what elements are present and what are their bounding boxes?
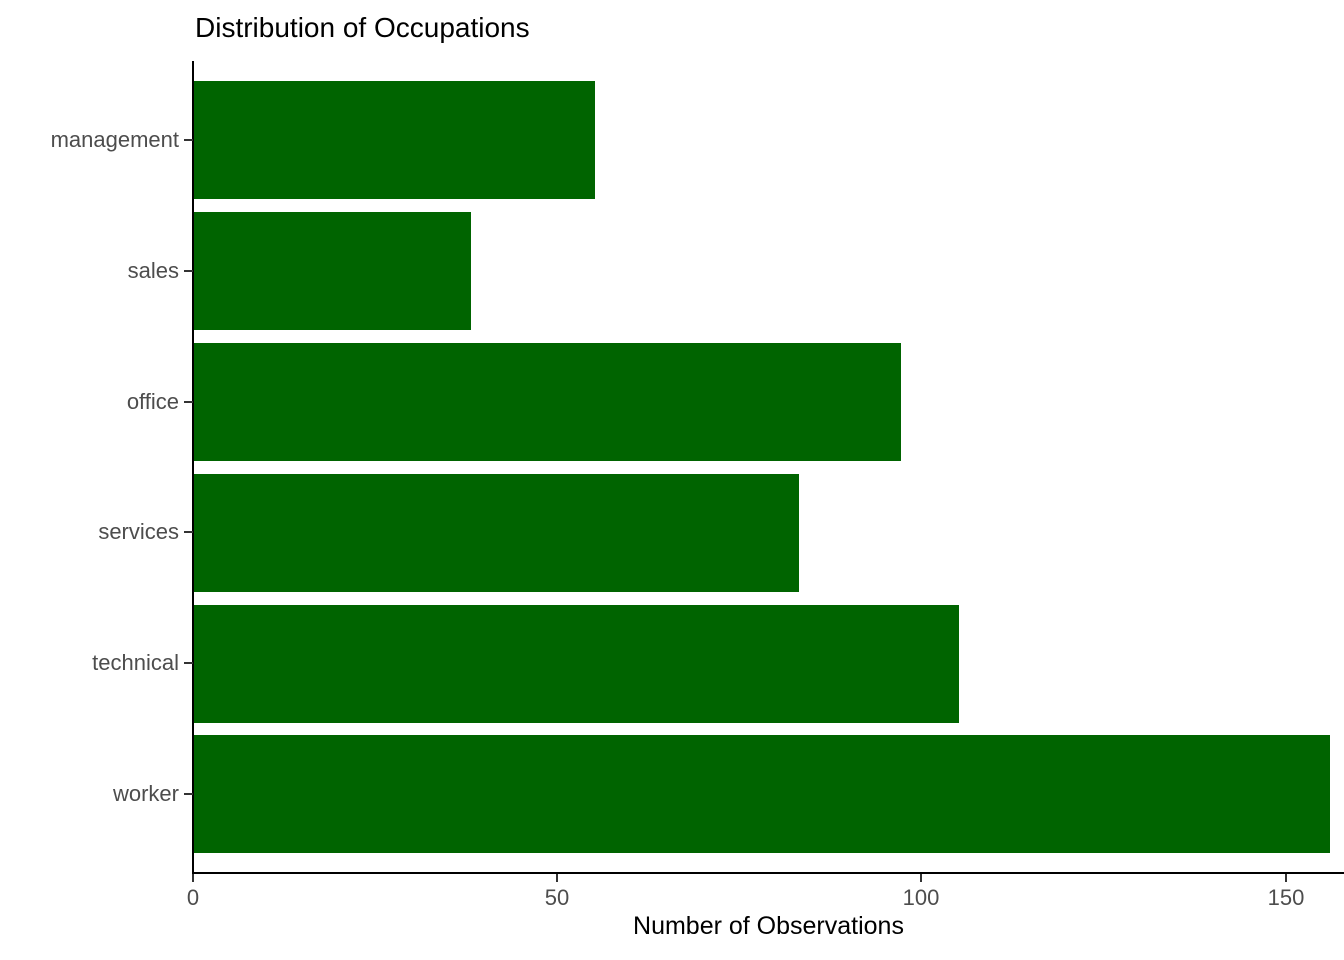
x-tick-100 bbox=[920, 874, 922, 882]
y-tick-sales bbox=[184, 270, 193, 272]
bar-worker bbox=[194, 735, 1330, 854]
x-axis-title: Number of Observations bbox=[633, 912, 904, 940]
x-tick-50 bbox=[556, 874, 558, 882]
x-tick-label-0: 0 bbox=[186, 885, 200, 910]
bar-sales bbox=[194, 211, 471, 330]
y-axis-label-office: office bbox=[126, 389, 179, 414]
y-axis-line bbox=[192, 61, 194, 874]
bar-management bbox=[194, 80, 595, 199]
y-axis-label-sales: sales bbox=[127, 258, 179, 283]
y-tick-services bbox=[184, 531, 193, 533]
chart-title: Distribution of Occupations bbox=[195, 12, 530, 43]
y-axis-label-technical: technical bbox=[92, 650, 179, 675]
x-tick-label-150: 150 bbox=[1267, 885, 1305, 910]
x-tick-0 bbox=[192, 874, 194, 882]
y-axis-label-worker: worker bbox=[112, 781, 179, 806]
x-tick-label-100: 100 bbox=[902, 885, 940, 910]
y-axis-label-services: services bbox=[98, 519, 179, 544]
x-axis-line bbox=[192, 872, 1344, 874]
y-tick-management bbox=[184, 139, 193, 141]
bar-office bbox=[194, 342, 901, 461]
bar-technical bbox=[194, 604, 959, 723]
y-tick-office bbox=[184, 401, 193, 403]
x-tick-150 bbox=[1285, 874, 1287, 882]
x-tick-label-50: 50 bbox=[544, 885, 570, 910]
bar-services bbox=[194, 473, 799, 592]
y-axis-label-management: management bbox=[50, 127, 179, 152]
y-tick-technical bbox=[184, 662, 193, 664]
y-tick-worker bbox=[184, 793, 193, 795]
